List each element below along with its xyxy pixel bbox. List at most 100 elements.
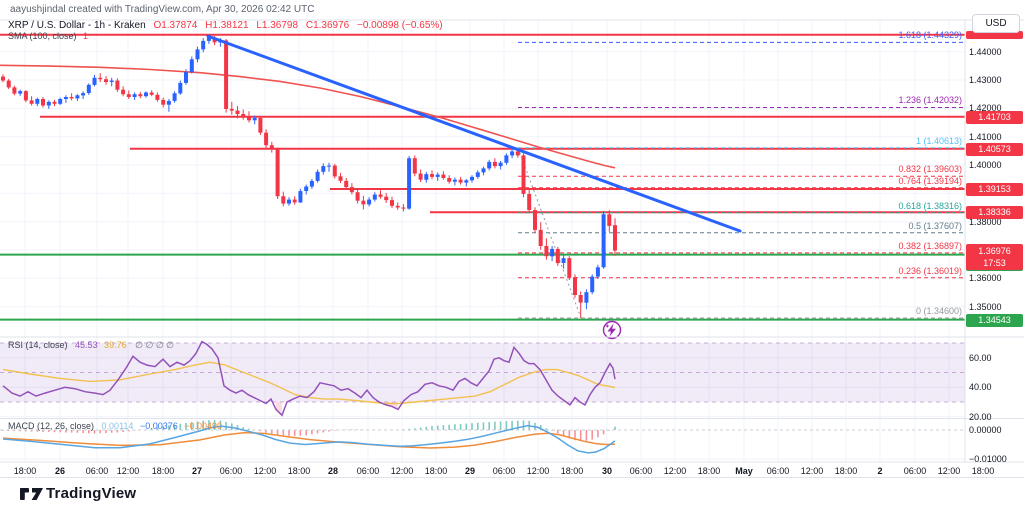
candle-body	[418, 173, 423, 180]
candle-body	[452, 179, 457, 182]
candle-body	[18, 91, 23, 94]
candle-body	[401, 207, 406, 209]
candle-body	[287, 199, 291, 204]
candle-body	[390, 200, 394, 206]
candle-body	[309, 180, 314, 187]
candle-body	[229, 108, 234, 111]
currency-toggle-button[interactable]: USD	[972, 14, 1020, 33]
candle-body	[189, 59, 194, 72]
candle-body	[161, 99, 166, 105]
candle-body	[584, 292, 589, 303]
candle-body	[521, 155, 526, 194]
candle-body	[544, 246, 549, 257]
candle-body	[464, 180, 469, 183]
candle-body	[52, 101, 57, 104]
candle-body	[81, 93, 86, 96]
candle-body	[470, 176, 474, 181]
candle-body	[224, 40, 229, 109]
candle-body	[504, 155, 509, 163]
tradingview-logo-icon[interactable]	[20, 481, 60, 511]
candle-body	[138, 94, 143, 97]
candle-body	[275, 149, 280, 197]
candle-body	[567, 258, 572, 278]
candle-body	[590, 276, 595, 293]
candle-body	[561, 258, 566, 263]
candle-body	[515, 151, 520, 156]
candle-body	[6, 80, 11, 88]
candle-body	[235, 110, 240, 114]
candle-body	[75, 95, 80, 99]
candle-body	[201, 40, 206, 50]
candle-body	[41, 99, 45, 106]
flash-marker-icon[interactable]	[602, 320, 622, 340]
candle-body	[538, 229, 543, 246]
descending-trendline	[206, 34, 742, 233]
candle-body	[332, 165, 337, 177]
candle-body	[126, 94, 131, 97]
candle-body	[533, 210, 537, 230]
candle-body	[573, 277, 577, 295]
candle-body	[46, 101, 51, 106]
candle-body	[475, 172, 480, 177]
candle-body	[407, 158, 412, 209]
candle-body	[63, 97, 68, 99]
candle-body	[384, 196, 389, 201]
candle-body	[378, 194, 383, 197]
candle-body	[35, 99, 40, 104]
candle-body	[121, 89, 126, 95]
sma-100-line	[0, 64, 616, 169]
candle-body	[104, 79, 108, 82]
candle-body	[149, 92, 154, 95]
candle-body	[481, 168, 486, 173]
candle-body	[241, 114, 246, 117]
candle-body	[195, 49, 200, 60]
candle-body	[98, 77, 103, 80]
candle-body	[292, 199, 297, 203]
candle-body	[109, 80, 114, 82]
candle-body	[252, 118, 257, 121]
candle-body	[166, 101, 171, 105]
candle-body	[601, 214, 606, 268]
candle-body	[372, 194, 377, 200]
candle-body	[12, 87, 17, 94]
candle-body	[315, 171, 320, 181]
candle-body	[23, 91, 28, 101]
candle-body	[412, 158, 417, 174]
candle-body	[492, 161, 497, 167]
candle-body	[430, 174, 434, 177]
candle-body	[349, 187, 354, 193]
rsi-line	[2, 340, 616, 417]
tradingview-brand-text[interactable]: TradingView	[46, 485, 137, 502]
candle-body	[269, 145, 274, 150]
candle-body	[607, 214, 612, 226]
candle-body	[69, 97, 74, 99]
candle-body	[361, 200, 366, 205]
macd-signal-line	[2, 431, 616, 449]
attribution-text: aayushjindal created with TradingView.co…	[10, 4, 315, 15]
candle-body	[304, 186, 309, 191]
candle-body	[86, 84, 91, 93]
candle-body	[595, 267, 600, 277]
rsi-oversold-fill	[276, 402, 282, 416]
candle-body	[338, 176, 343, 181]
candle-body	[487, 161, 492, 169]
candle-body	[510, 151, 515, 156]
candle-body	[555, 248, 560, 264]
candle-body	[258, 118, 263, 133]
candle-body	[435, 174, 440, 177]
macd-line	[2, 424, 616, 454]
candle-body	[247, 116, 251, 121]
candle-body	[281, 196, 286, 204]
candle-body	[327, 165, 331, 167]
candle-body	[367, 199, 372, 205]
candle-body	[206, 37, 211, 41]
axis-background	[965, 14, 1024, 462]
candle-body	[144, 92, 148, 97]
candle-body	[578, 295, 583, 303]
candle-body	[115, 80, 120, 90]
candle-body	[355, 192, 360, 201]
candle-body	[172, 93, 177, 101]
candle-body	[58, 99, 63, 104]
